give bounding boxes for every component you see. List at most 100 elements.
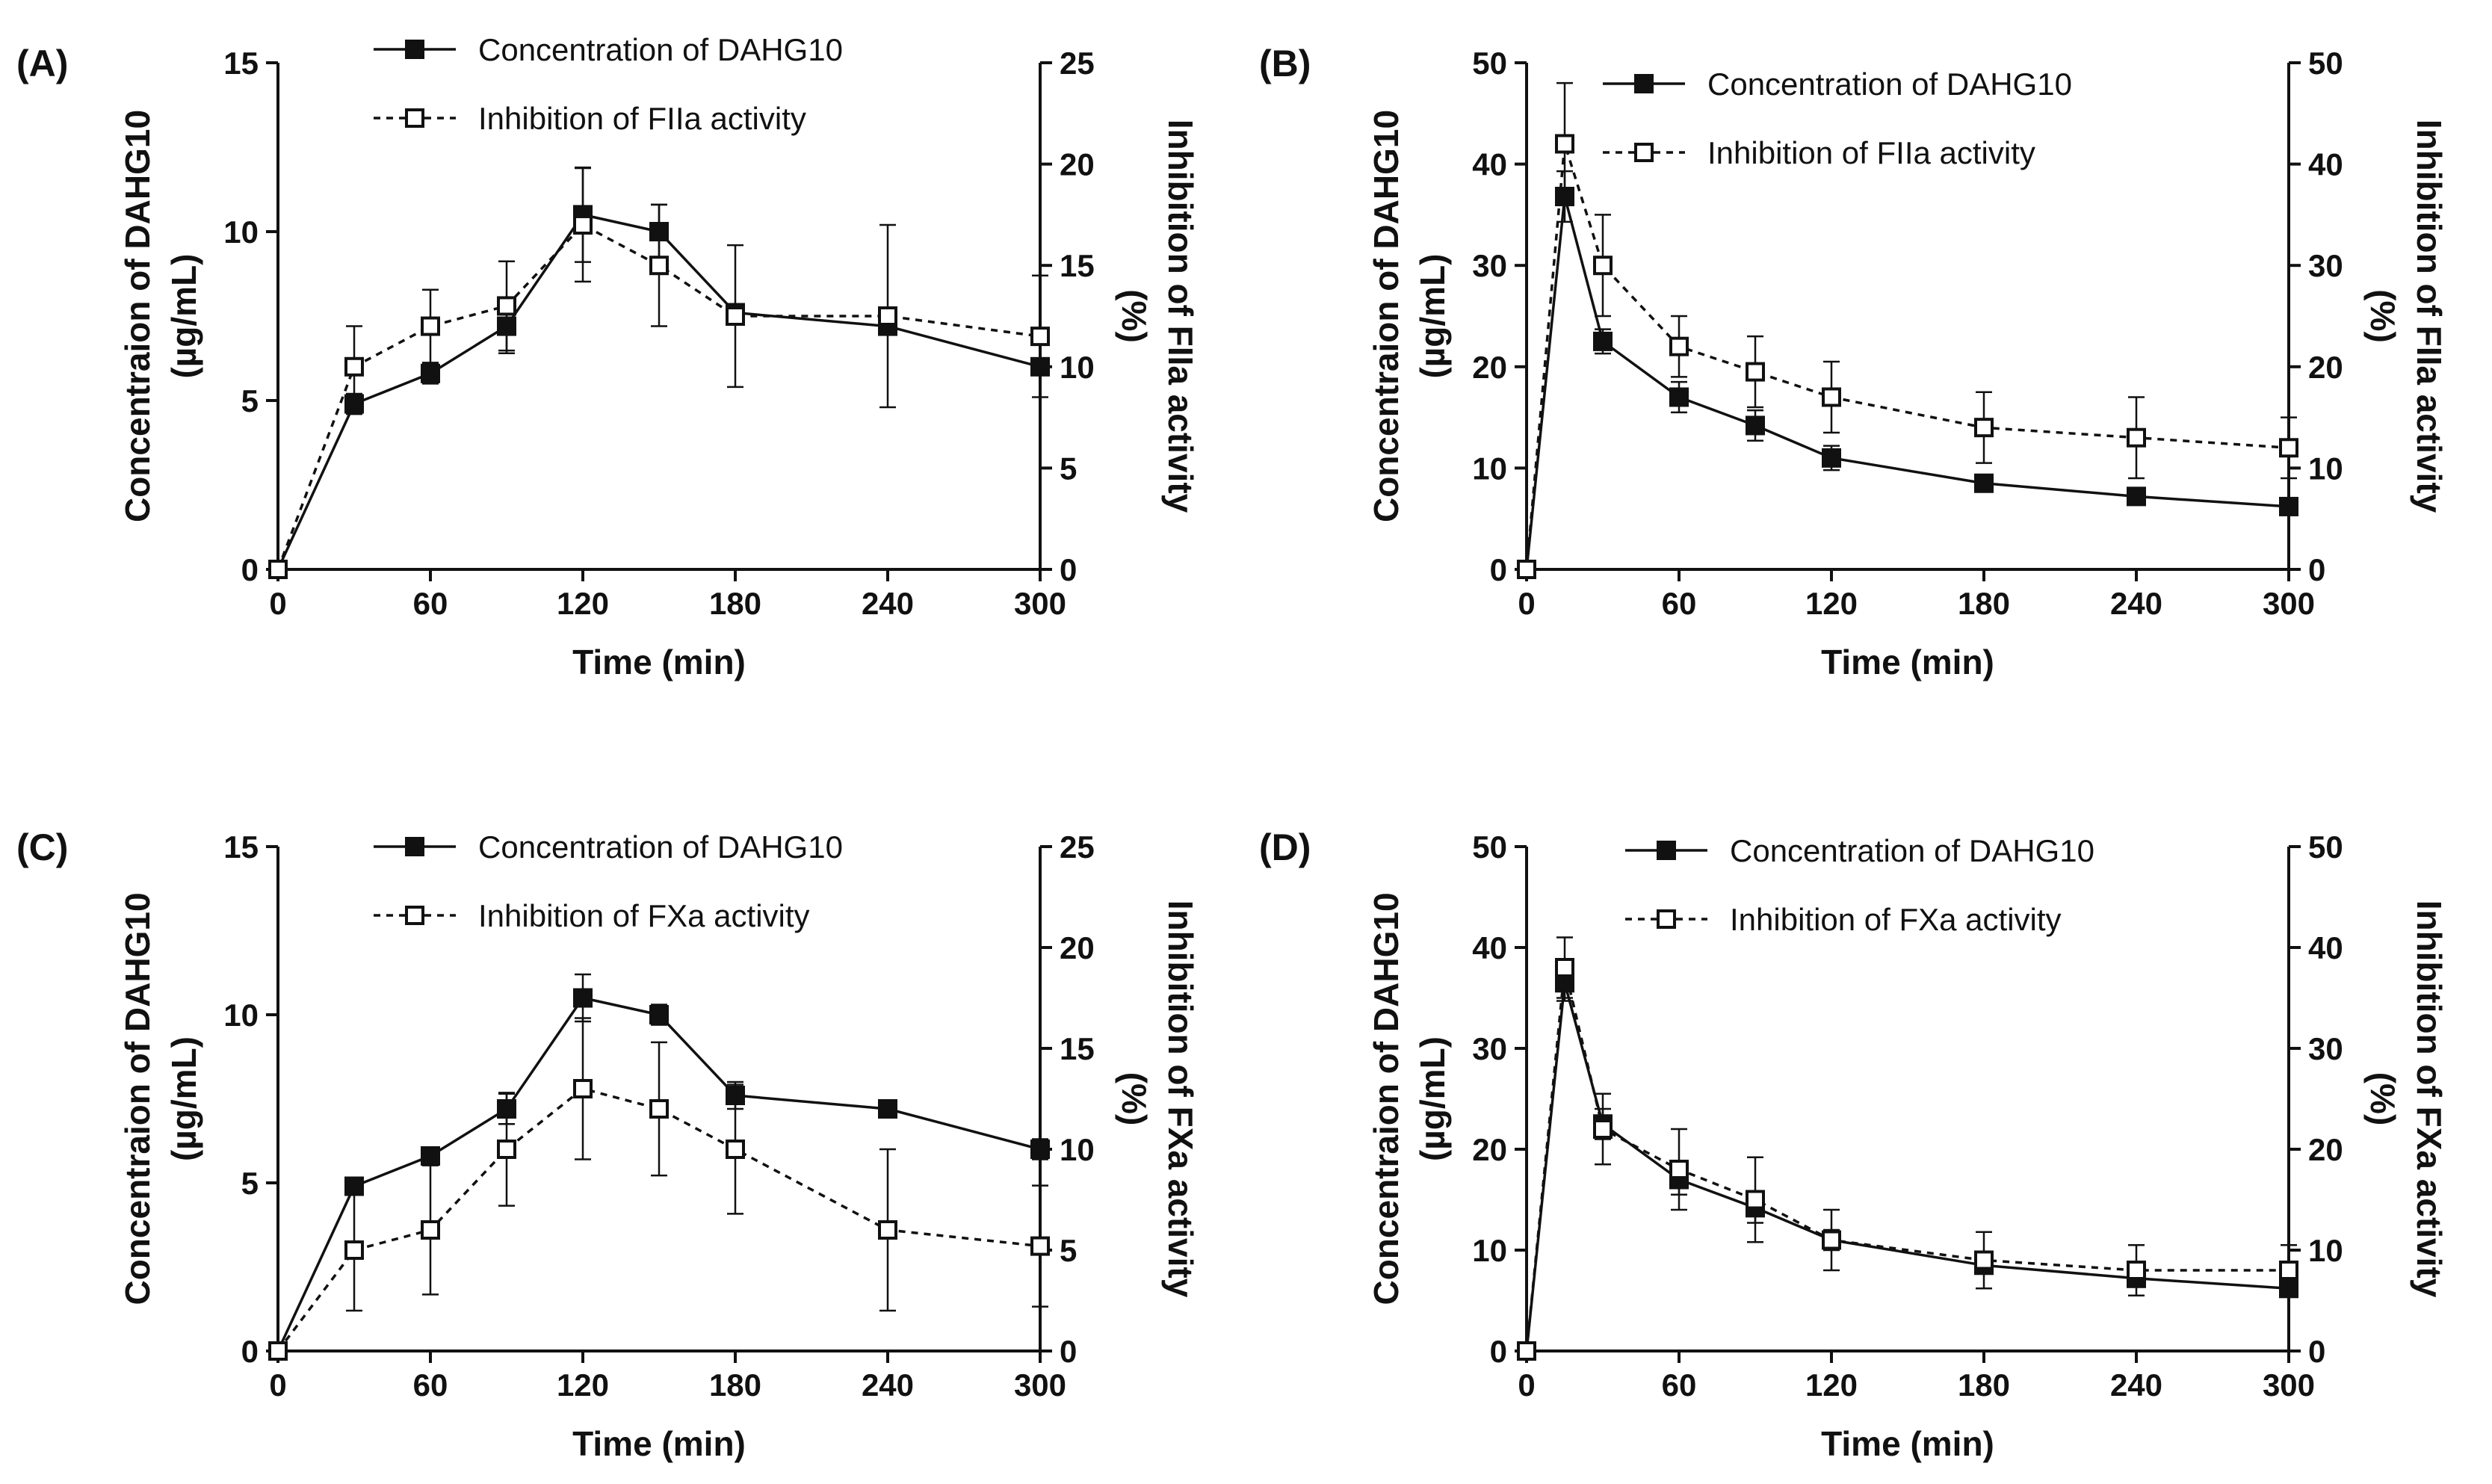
data-point xyxy=(726,1140,745,1159)
x-tick-label: 180 xyxy=(709,586,761,621)
y-axis-title: Concentraion of DAHG10 (µg/mL) xyxy=(118,110,203,522)
y2-tick-label: 10 xyxy=(2308,451,2343,486)
y-axis-title-line1: Concentraion of DAHG10 xyxy=(118,892,157,1305)
x-tick-label: 60 xyxy=(1662,586,1697,621)
y2-axis-title: Inhibition of FIIa activity(%) xyxy=(2363,120,2449,513)
x-tick-label: 120 xyxy=(557,586,609,621)
y-axis-title-line2: (µg/mL) xyxy=(164,253,203,378)
legend: Concentration of DAHG10 Inhibition of FXa… xyxy=(374,829,843,933)
legend-marker xyxy=(1657,841,1676,860)
y-tick-label: 10 xyxy=(1472,451,1507,486)
y2-tick-label: 5 xyxy=(1060,1233,1077,1268)
data-point xyxy=(1593,1119,1613,1139)
x-axis-title: Time (min) xyxy=(572,643,746,681)
panel-label: (A) xyxy=(16,43,68,84)
data-point xyxy=(2127,486,2146,507)
y-axis-title-line2: (µg/mL) xyxy=(1413,1036,1452,1161)
series-concentration xyxy=(1517,963,2298,1361)
data-point xyxy=(878,1220,897,1240)
data-point xyxy=(1974,418,1994,438)
data-point xyxy=(573,214,593,235)
data-point xyxy=(1555,134,1574,154)
data-point xyxy=(421,1146,440,1166)
y-axis-title-line1: Concentraion of DAHG10 xyxy=(118,110,157,522)
data-point xyxy=(1593,331,1613,351)
y-axis-title: Concentraion of DAHG10 (µg/mL) xyxy=(1367,892,1452,1305)
x-tick-label: 180 xyxy=(709,1367,761,1403)
series-line xyxy=(1525,196,2290,570)
legend: Concentration of DAHG10 Inhibition of FII… xyxy=(1603,67,2072,170)
y2-tick-label: 40 xyxy=(2308,930,2343,965)
data-point xyxy=(1822,387,1841,407)
series-line xyxy=(1525,143,2290,570)
y-tick-label: 40 xyxy=(1472,147,1507,182)
panel-d: (D)0 60 120 180 240 3000102030405001020304050… xyxy=(1259,826,2449,1463)
x-tick-label: 180 xyxy=(1958,1367,2010,1403)
x-tick-label: 240 xyxy=(2110,1367,2162,1403)
y2-tick-label: 20 xyxy=(2308,350,2343,385)
data-point xyxy=(1822,448,1841,468)
y2-tick-label: 10 xyxy=(1060,350,1095,385)
y2-tick-label: 25 xyxy=(1060,829,1095,865)
legend-entry: Inhibition of FXa activity xyxy=(374,898,810,933)
y-tick-label: 15 xyxy=(223,829,259,865)
legend-entry: Concentration of DAHG10 xyxy=(374,32,843,67)
y-tick-label: 50 xyxy=(1472,829,1507,865)
series-inhibition xyxy=(1517,81,2298,579)
legend: Concentration of DAHG10 Inhibition of FII… xyxy=(374,32,843,136)
y-tick-label: 15 xyxy=(223,46,259,81)
x-tick-label: 300 xyxy=(1014,586,1066,621)
data-point xyxy=(1746,415,1765,436)
x-tick-label: 300 xyxy=(1014,1367,1066,1403)
x-tick-label: 60 xyxy=(1662,1367,1697,1403)
legend-entry: Concentration of DAHG10 xyxy=(1625,833,2094,868)
x-axis-title: Time (min) xyxy=(1821,1424,1994,1463)
y2-axis-title-line2: (%) xyxy=(1115,1072,1154,1126)
y-axis-title-line1: Concentraion of DAHG10 xyxy=(1367,110,1406,522)
series-concentration xyxy=(1517,170,2298,579)
panel-label: (B) xyxy=(1259,43,1311,84)
legend-marker xyxy=(405,906,424,925)
y2-axis-title: Inhibition of FIIa activity(%) xyxy=(1115,120,1200,513)
y-tick-label: 10 xyxy=(223,214,259,250)
legend-marker xyxy=(1657,909,1676,929)
y2-axis-title-line1: Inhibition of FXa activity xyxy=(1161,900,1200,1298)
y2-tick-label: 5 xyxy=(1060,451,1077,486)
data-point xyxy=(1517,560,1536,579)
data-point xyxy=(1669,387,1689,407)
data-point xyxy=(1746,1190,1765,1210)
y-tick-label: 0 xyxy=(1490,552,1507,587)
data-point xyxy=(1593,256,1613,276)
y-tick-label: 0 xyxy=(241,1334,259,1369)
y2-tick-label: 15 xyxy=(1060,248,1095,283)
y-tick-label: 40 xyxy=(1472,930,1507,965)
data-point xyxy=(1974,473,1994,493)
legend-entry: Inhibition of FXa activity xyxy=(1625,902,2062,937)
data-point xyxy=(421,363,440,383)
legend-label: Inhibition of FXa activity xyxy=(1730,902,2062,937)
y-axis-title-line1: Concentraion of DAHG10 xyxy=(1367,892,1406,1305)
y2-axis-title-line2: (%) xyxy=(1115,289,1154,343)
legend-entry: Concentration of DAHG10 xyxy=(374,829,843,865)
y-tick-label: 50 xyxy=(1472,46,1507,81)
data-point xyxy=(878,1099,897,1119)
y-tick-label: 0 xyxy=(1490,1334,1507,1369)
x-tick-label: 240 xyxy=(862,586,914,621)
y-axis-title: Concentraion of DAHG10 (µg/mL) xyxy=(1367,110,1452,522)
x-tick-label: 120 xyxy=(557,1367,609,1403)
y-axis-title: Concentraion of DAHG10 (µg/mL) xyxy=(118,892,203,1305)
x-tick-label: 300 xyxy=(2263,1367,2315,1403)
y2-tick-label: 20 xyxy=(2308,1132,2343,1167)
legend-label: Concentration of DAHG10 xyxy=(478,32,843,67)
legend-entry: Inhibition of FIIa activity xyxy=(374,101,806,136)
data-point xyxy=(2127,427,2146,448)
y2-tick-label: 30 xyxy=(2308,248,2343,283)
data-point xyxy=(1669,336,1689,356)
data-point xyxy=(1030,1140,1050,1159)
y2-tick-label: 0 xyxy=(2308,552,2325,587)
data-point xyxy=(497,296,516,316)
y-tick-label: 30 xyxy=(1472,1031,1507,1066)
